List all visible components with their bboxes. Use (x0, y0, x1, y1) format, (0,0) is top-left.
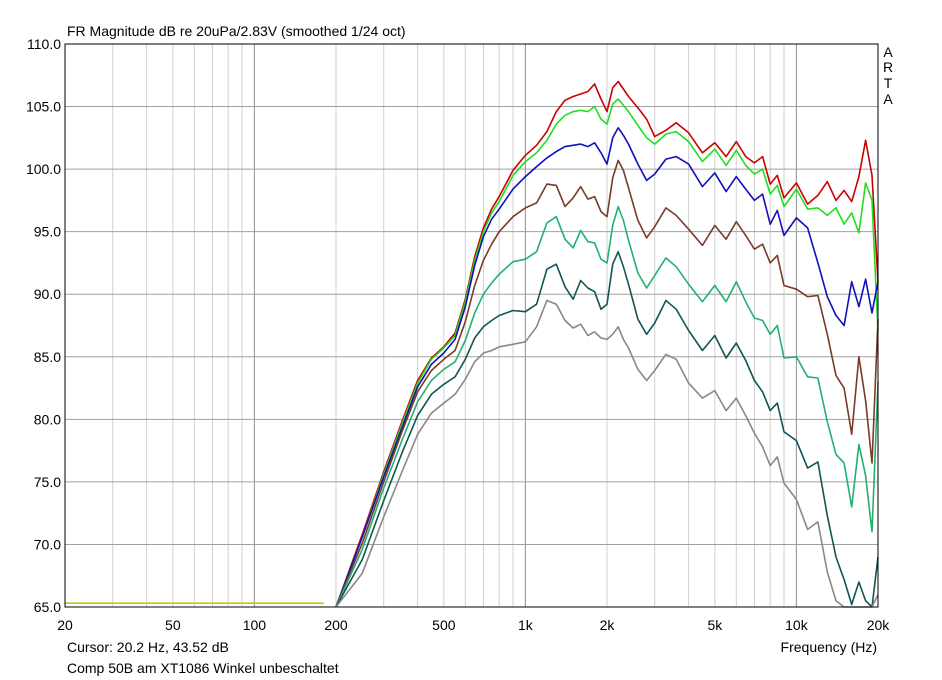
x-tick-label: 2k (600, 617, 616, 633)
watermark-letter-r: R (883, 59, 893, 75)
y-tick-label: 85.0 (34, 349, 61, 365)
x-tick-label: 10k (785, 617, 809, 633)
x-tick-labels: 20 50 100 200 500 1k 2k 5k 10k 20k (57, 617, 890, 633)
x-tick-label: 5k (707, 617, 723, 633)
y-tick-label: 80.0 (34, 411, 61, 427)
x-axis-label: Frequency (Hz) (781, 639, 877, 655)
measurement-caption: Comp 50B am XT1086 Winkel unbeschaltet (67, 660, 339, 676)
series-line-4 (335, 127, 879, 608)
series-line-2 (335, 80, 879, 608)
y-tick-labels: 65.0 70.0 75.0 80.0 85.0 90.0 95.0 100.0 105.0 11… (26, 36, 61, 615)
series-line-8 (335, 299, 879, 608)
y-tick-label: 105.0 (26, 99, 61, 115)
y-tick-label: 110.0 (27, 36, 61, 52)
cursor-readout: Cursor: 20.2 Hz, 43.52 dB (67, 639, 229, 655)
y-tick-label: 65.0 (34, 599, 61, 615)
y-tick-label: 100.0 (26, 161, 61, 177)
series-line-6 (335, 205, 879, 608)
series-lines (65, 80, 879, 608)
watermark-letter-a1: A (883, 44, 893, 60)
x-tick-label: 20k (867, 617, 891, 633)
series-line-5 (335, 159, 879, 608)
y-tick-label: 70.0 (34, 536, 61, 552)
x-tick-label: 200 (324, 617, 348, 633)
watermark-letter-t: T (884, 75, 893, 91)
y-tick-label: 90.0 (34, 286, 61, 302)
x-tick-label: 100 (243, 617, 267, 633)
x-tick-label: 1k (518, 617, 534, 633)
series-line-7 (335, 250, 879, 608)
x-tick-label: 500 (432, 617, 456, 633)
y-tick-label: 75.0 (34, 474, 61, 490)
watermark-letter-a2: A (883, 91, 893, 107)
grid-lines (65, 44, 878, 607)
x-tick-label: 20 (57, 617, 73, 633)
chart-title: FR Magnitude dB re 20uPa/2.83V (smoothed… (67, 23, 406, 39)
x-tick-label: 50 (165, 617, 181, 633)
plot-frame (64, 43, 879, 608)
y-tick-label: 95.0 (34, 224, 61, 240)
series-line-3 (335, 98, 879, 608)
